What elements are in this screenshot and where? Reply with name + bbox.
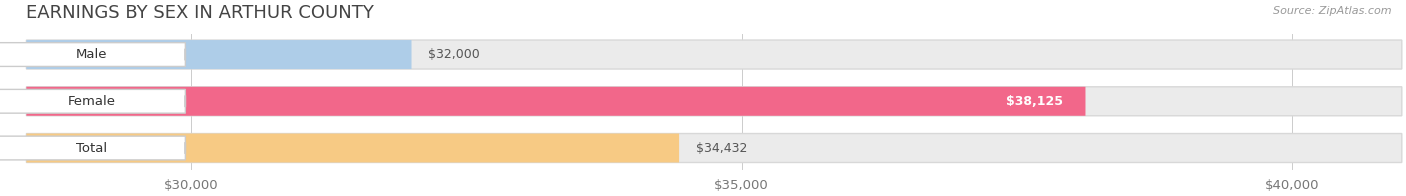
Text: EARNINGS BY SEX IN ARTHUR COUNTY: EARNINGS BY SEX IN ARTHUR COUNTY — [27, 4, 374, 22]
FancyBboxPatch shape — [27, 87, 1402, 116]
FancyBboxPatch shape — [27, 87, 1085, 116]
Text: Total: Total — [76, 142, 107, 154]
Text: Male: Male — [76, 48, 108, 61]
FancyBboxPatch shape — [0, 136, 186, 160]
FancyBboxPatch shape — [27, 133, 679, 162]
Text: Source: ZipAtlas.com: Source: ZipAtlas.com — [1274, 6, 1392, 16]
FancyBboxPatch shape — [27, 40, 1402, 69]
Text: $34,432: $34,432 — [696, 142, 747, 154]
Text: $38,125: $38,125 — [1007, 95, 1063, 108]
FancyBboxPatch shape — [27, 40, 412, 69]
FancyBboxPatch shape — [0, 43, 186, 66]
FancyBboxPatch shape — [0, 89, 186, 113]
Text: $32,000: $32,000 — [427, 48, 479, 61]
FancyBboxPatch shape — [27, 133, 1402, 162]
Text: Female: Female — [67, 95, 115, 108]
